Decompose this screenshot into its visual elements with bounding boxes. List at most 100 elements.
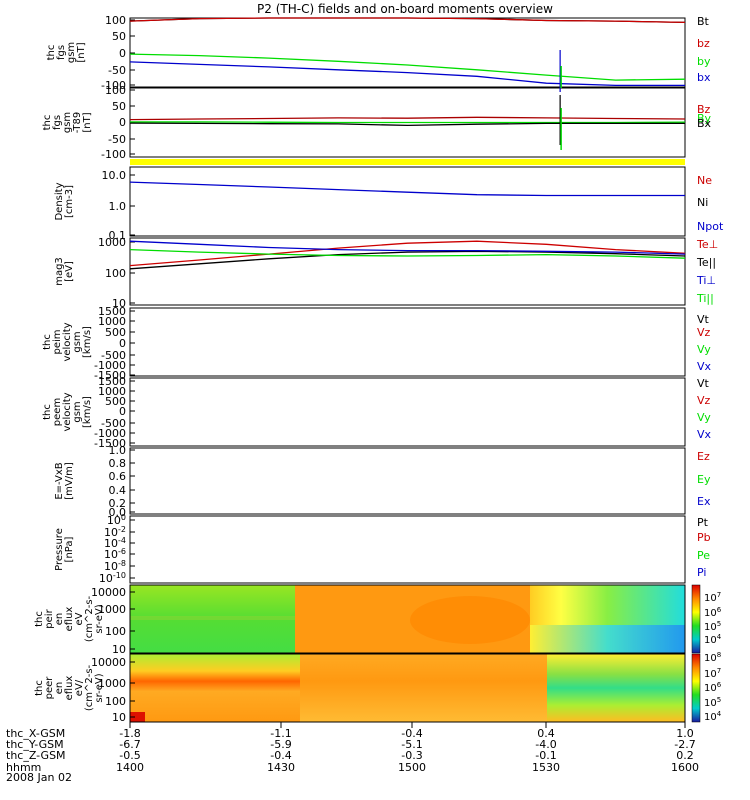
legend-entry: By	[697, 112, 712, 125]
panel-frame	[129, 377, 686, 447]
y-axis-label: [nT]	[82, 112, 93, 132]
y-tick-label: 1.0	[109, 444, 127, 457]
legend-entry: Vx	[697, 428, 712, 441]
y-axis-label: [eV]	[64, 261, 75, 282]
electron-colorbar	[691, 653, 701, 723]
y-tick-label: 10	[112, 297, 126, 310]
panel-frame	[129, 307, 686, 377]
y-tick-label: 100	[105, 267, 126, 280]
y-axis-label: eV	[74, 612, 85, 625]
legend-entry: Ne	[697, 174, 712, 187]
y-tick-label: 1000	[98, 385, 126, 398]
footer-value: 1500	[398, 761, 426, 774]
legend-entry: Bz	[697, 103, 711, 116]
footer-label: 2008 Jan 02	[6, 771, 72, 784]
series-line-Te||	[129, 250, 686, 270]
y-tick-label: 0.4	[109, 484, 127, 497]
panel-peer-eflux: 10000 1000 100 10 thc peer en eflux eV/(cm^2-s-s…	[34, 651, 722, 724]
panel-fgs-gsm: 100 50 0 -50 -100 thc fgs gsm [nT] Bt bz by bx	[46, 14, 711, 92]
panel-frame	[129, 447, 686, 515]
y-tick-label: 1000	[98, 677, 126, 690]
footer-label: thc_X-GSM	[6, 727, 65, 740]
legend-entry: Vt	[697, 377, 710, 390]
legend-entry: Ni	[697, 196, 708, 209]
footer-value: -0.3	[401, 749, 422, 762]
legend-entry: Ey	[697, 473, 711, 486]
y-axis-label: thc	[34, 680, 45, 696]
footer-label: thc_Y-GSM	[6, 738, 64, 751]
panel-temperature: 1000 100 10 mag3 [eV] Te⊥ Te|| Ti⊥ Ti||	[54, 236, 718, 310]
y-tick-label: 0	[119, 337, 126, 350]
series-line-Te⊥	[129, 240, 686, 267]
footer-value: -6.7	[119, 738, 140, 751]
y-tick-label: -500	[101, 417, 126, 430]
y-tick-label: -500	[101, 349, 126, 362]
y-axis-label: [km/s]	[82, 396, 93, 428]
colorbar-label: 104	[704, 633, 722, 646]
elec-spec-mid	[300, 654, 547, 722]
y-axis-label: gsm	[72, 401, 83, 422]
footer-value: 0.4	[537, 727, 555, 740]
legend-entry: Te⊥	[696, 238, 718, 251]
y-axis-label: fgs	[56, 45, 67, 60]
elec-spec-right	[547, 654, 685, 722]
legend-entry: Vy	[697, 411, 711, 424]
ion-colorbar	[691, 584, 701, 654]
y-axis-label: sr-eV)	[94, 604, 105, 633]
footer-value: 1530	[532, 761, 560, 774]
legend-entry: Bt	[697, 15, 710, 28]
y-axis-label: sr-eV)	[94, 673, 105, 702]
legend-entry: by	[697, 55, 711, 68]
series-line-Bx	[129, 122, 685, 127]
y-axis-label: [cm-3]	[64, 185, 75, 218]
y-tick-label: 1.0	[109, 200, 127, 213]
y-axis-label: eflux	[64, 607, 75, 632]
y-tick-label: 100	[105, 84, 126, 97]
y-tick-label: -100	[101, 79, 126, 92]
y-tick-label: 10	[112, 711, 126, 724]
y-tick-label: -50	[108, 64, 126, 77]
legend-entry: Bx	[697, 117, 712, 130]
footer-value: -0.1	[535, 749, 556, 762]
y-tick-label: -1500	[94, 437, 126, 450]
panel-frame	[129, 237, 686, 306]
y-tick-label: 0.6	[109, 470, 127, 483]
y-tick-label: 0	[119, 47, 126, 60]
y-tick-label: 500	[105, 326, 126, 339]
panel-density: 10.0 1.0 0.1 Density [cm-3] Ne Ni Npot	[54, 166, 724, 242]
y-tick-label: 10000	[91, 656, 126, 669]
y-axis-label: [nPa]	[64, 536, 75, 562]
y-tick-label: 0	[119, 116, 126, 129]
y-tick-label: 10-8	[104, 559, 126, 573]
y-tick-label: 1500	[98, 305, 126, 318]
y-tick-label: -100	[101, 148, 126, 161]
y-axis-label: gsm	[66, 42, 77, 63]
ion-spec-right	[530, 585, 685, 625]
y-axis-label: [nT]	[76, 42, 87, 62]
colorbar-label: 105	[704, 696, 721, 709]
y-axis-label: eV/	[74, 679, 85, 696]
legend-entry: Te||	[696, 256, 716, 269]
colorbar-label: 107	[704, 667, 721, 680]
y-tick-label: 1000	[98, 315, 126, 328]
footer-label: hhmm	[6, 761, 41, 774]
footer-value: 1600	[671, 761, 699, 774]
y-tick-label: 0	[119, 405, 126, 418]
y-axis-label: thc	[34, 611, 45, 627]
series-line-Ti⊥	[129, 240, 686, 255]
legend-entry: bx	[697, 71, 711, 84]
y-tick-label: -50	[108, 133, 126, 146]
y-axis-label: peer	[44, 676, 55, 700]
y-axis-label: [mV/m]	[64, 462, 75, 500]
legend-entry: Ti⊥	[696, 274, 716, 287]
legend-entry: Ex	[697, 495, 711, 508]
elec-spec-low-edge	[130, 712, 145, 722]
y-tick-label: 100	[107, 513, 126, 527]
y-tick-label: 10-2	[104, 525, 126, 539]
y-axis-label: thc	[42, 115, 53, 131]
colorbar-label: 106	[704, 606, 722, 619]
y-axis-label: Density	[54, 182, 65, 220]
